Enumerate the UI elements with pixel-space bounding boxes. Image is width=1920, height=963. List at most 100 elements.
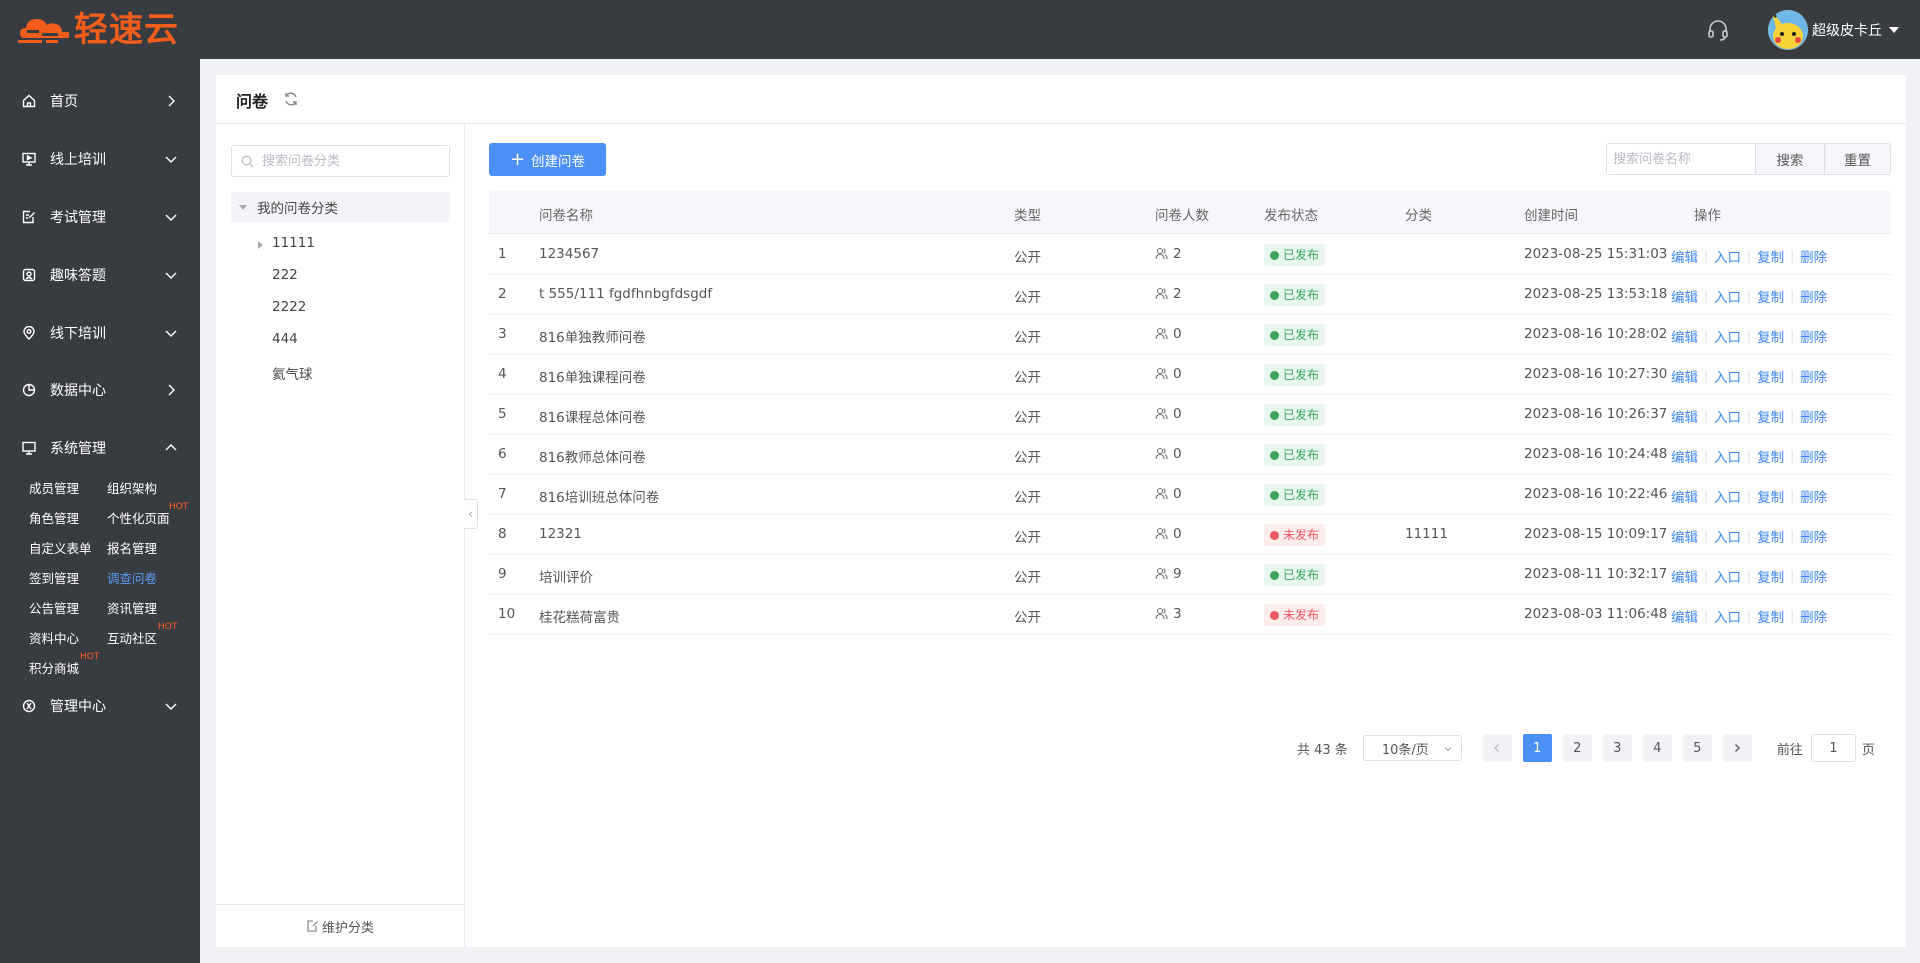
page-button-3[interactable]: 3 bbox=[1602, 734, 1632, 762]
category-tree-root[interactable]: 我的问卷分类 bbox=[231, 192, 450, 222]
headset-icon[interactable] bbox=[1706, 18, 1730, 42]
row-action-entry[interactable]: 入口 bbox=[1714, 250, 1742, 266]
category-node[interactable]: 444 bbox=[272, 331, 298, 347]
row-action-copy[interactable]: 复制 bbox=[1757, 490, 1785, 506]
next-page-button[interactable] bbox=[1722, 734, 1752, 762]
sidebar-item-admin-center[interactable]: 管理中心 bbox=[0, 686, 200, 726]
row-action-entry[interactable]: 入口 bbox=[1714, 330, 1742, 346]
row-action-edit[interactable]: 编辑 bbox=[1671, 330, 1698, 346]
row-action-copy[interactable]: 复制 bbox=[1757, 370, 1785, 386]
row-action-copy[interactable]: 复制 bbox=[1757, 290, 1785, 306]
row-action-delete[interactable]: 删除 bbox=[1800, 530, 1828, 546]
submenu-resources[interactable]: 资料中心 bbox=[29, 631, 80, 646]
page-button-4[interactable]: 4 bbox=[1642, 734, 1672, 762]
category-node[interactable]: 222 bbox=[272, 267, 298, 283]
row-action-entry[interactable]: 入口 bbox=[1714, 370, 1742, 386]
survey-name[interactable]: 816培训班总体问卷 bbox=[539, 490, 660, 506]
row-action-edit[interactable]: 编辑 bbox=[1671, 490, 1698, 506]
submenu-points-mall[interactable]: 积分商城 bbox=[29, 661, 80, 676]
prev-page-button[interactable] bbox=[1482, 734, 1512, 762]
sidebar-item-offline-training[interactable]: 线下培训 bbox=[0, 313, 200, 353]
category-node[interactable]: 氦气球 bbox=[272, 367, 313, 383]
row-action-entry[interactable]: 入口 bbox=[1714, 490, 1742, 506]
submenu-signup[interactable]: 报名管理 bbox=[107, 541, 158, 556]
row-action-delete[interactable]: 删除 bbox=[1800, 450, 1828, 466]
category-search-input[interactable] bbox=[231, 145, 450, 177]
submenu-custom-form[interactable]: 自定义表单 bbox=[29, 541, 92, 556]
sidebar-item-online-training[interactable]: 线上培训 bbox=[0, 139, 200, 179]
row-action-copy[interactable]: 复制 bbox=[1757, 410, 1785, 426]
sidebar-item-data-center[interactable]: 数据中心 bbox=[0, 370, 200, 410]
logo[interactable]: 轻速云 bbox=[18, 12, 179, 48]
row-action-entry[interactable]: 入口 bbox=[1714, 290, 1742, 306]
row-action-copy[interactable]: 复制 bbox=[1757, 330, 1785, 346]
survey-name[interactable]: 816单独教师问卷 bbox=[539, 330, 646, 346]
submenu-checkin[interactable]: 签到管理 bbox=[29, 571, 80, 586]
row-action-edit[interactable]: 编辑 bbox=[1671, 290, 1698, 306]
row-action-copy[interactable]: 复制 bbox=[1757, 450, 1785, 466]
submenu-survey[interactable]: 调查问卷 bbox=[107, 571, 158, 586]
user-menu-caret-icon[interactable] bbox=[1889, 27, 1899, 33]
submenu-news[interactable]: 资讯管理 bbox=[107, 601, 158, 616]
survey-name[interactable]: 1234567 bbox=[539, 246, 600, 262]
survey-name[interactable]: 816单独课程问卷 bbox=[539, 370, 646, 386]
row-action-copy[interactable]: 复制 bbox=[1757, 610, 1785, 626]
survey-name[interactable]: 桂花糕荷富贵 bbox=[539, 610, 620, 626]
survey-name[interactable]: 816课程总体问卷 bbox=[539, 410, 646, 426]
survey-name[interactable]: 12321 bbox=[539, 526, 582, 542]
submenu-member[interactable]: 成员管理 bbox=[29, 481, 80, 496]
submenu-role[interactable]: 角色管理 bbox=[29, 511, 80, 526]
reset-button[interactable]: 重置 bbox=[1824, 143, 1891, 175]
row-action-edit[interactable]: 编辑 bbox=[1671, 570, 1698, 586]
search-button[interactable]: 搜索 bbox=[1755, 143, 1825, 175]
goto-page-input[interactable] bbox=[1810, 734, 1856, 762]
maintain-category-button[interactable]: 维护分类 bbox=[216, 904, 465, 947]
page-button-5[interactable]: 5 bbox=[1682, 734, 1712, 762]
row-action-copy[interactable]: 复制 bbox=[1757, 530, 1785, 546]
submenu-notice[interactable]: 公告管理 bbox=[29, 601, 80, 616]
caret-down-icon[interactable] bbox=[239, 204, 247, 210]
sidebar-item-quiz[interactable]: 趣味答题 bbox=[0, 255, 200, 295]
sidebar-item-exam[interactable]: 考试管理 bbox=[0, 197, 200, 237]
row-action-delete[interactable]: 删除 bbox=[1800, 250, 1828, 266]
submenu-community[interactable]: 互动社区 bbox=[107, 631, 158, 646]
username[interactable]: 超级皮卡丘 bbox=[1812, 23, 1882, 39]
row-action-copy[interactable]: 复制 bbox=[1757, 570, 1785, 586]
row-action-edit[interactable]: 编辑 bbox=[1671, 530, 1698, 546]
row-action-edit[interactable]: 编辑 bbox=[1671, 410, 1698, 426]
row-action-entry[interactable]: 入口 bbox=[1714, 450, 1742, 466]
row-action-delete[interactable]: 删除 bbox=[1800, 610, 1828, 626]
row-action-edit[interactable]: 编辑 bbox=[1671, 610, 1698, 626]
row-action-delete[interactable]: 删除 bbox=[1800, 490, 1828, 506]
refresh-icon[interactable] bbox=[283, 91, 299, 107]
collapse-panel-toggle[interactable]: ‹ bbox=[464, 499, 478, 529]
row-action-delete[interactable]: 删除 bbox=[1800, 410, 1828, 426]
row-action-edit[interactable]: 编辑 bbox=[1671, 370, 1698, 386]
row-action-entry[interactable]: 入口 bbox=[1714, 570, 1742, 586]
page-size-select[interactable]: 10条/页 bbox=[1362, 735, 1462, 761]
sidebar-item-system[interactable]: 系统管理 bbox=[0, 428, 200, 468]
page-button-1[interactable]: 1 bbox=[1522, 734, 1552, 762]
row-action-entry[interactable]: 入口 bbox=[1714, 410, 1742, 426]
row-action-delete[interactable]: 删除 bbox=[1800, 570, 1828, 586]
category-node[interactable]: 2222 bbox=[272, 299, 307, 315]
submenu-custom-page[interactable]: 个性化页面 bbox=[107, 511, 170, 526]
page-button-2[interactable]: 2 bbox=[1562, 734, 1592, 762]
survey-name[interactable]: 816教师总体问卷 bbox=[539, 450, 646, 466]
avatar[interactable] bbox=[1768, 10, 1808, 50]
row-action-edit[interactable]: 编辑 bbox=[1671, 450, 1698, 466]
row-action-delete[interactable]: 删除 bbox=[1800, 370, 1828, 386]
sidebar-item-home[interactable]: 首页 bbox=[0, 81, 200, 121]
row-action-edit[interactable]: 编辑 bbox=[1671, 250, 1698, 266]
category-node[interactable]: 11111 bbox=[272, 235, 315, 251]
row-action-copy[interactable]: 复制 bbox=[1757, 250, 1785, 266]
survey-name[interactable]: 培训评价 bbox=[539, 570, 593, 586]
caret-right-icon[interactable] bbox=[258, 241, 263, 249]
survey-search-input[interactable] bbox=[1606, 143, 1756, 175]
row-action-entry[interactable]: 入口 bbox=[1714, 530, 1742, 546]
create-survey-button[interactable]: + 创建问卷 bbox=[489, 143, 606, 176]
submenu-org[interactable]: 组织架构 bbox=[107, 481, 158, 496]
row-action-entry[interactable]: 入口 bbox=[1714, 610, 1742, 626]
row-action-delete[interactable]: 删除 bbox=[1800, 290, 1828, 306]
row-action-delete[interactable]: 删除 bbox=[1800, 330, 1828, 346]
